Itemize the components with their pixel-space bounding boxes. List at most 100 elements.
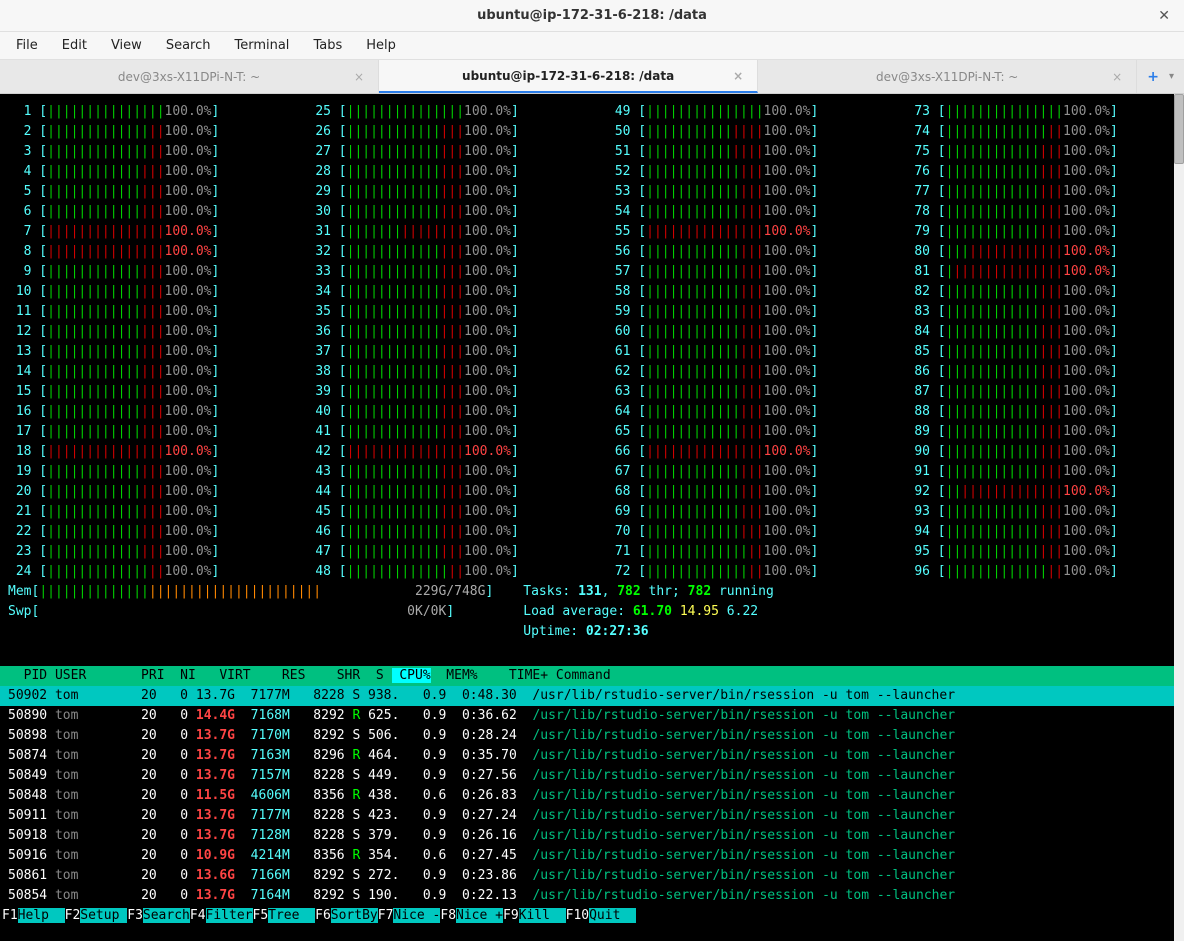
tab-0[interactable]: dev@3xs-X11DPi-N-T: ~ × (0, 60, 379, 93)
cpu-meter-2: 2 [|||||||||||||||100.0%] (8, 122, 278, 142)
cpu-meter-96: 96 [|||||||||||||||100.0%] (907, 562, 1177, 582)
cpu-meter-16: 16 [|||||||||||||||100.0%] (8, 402, 278, 422)
process-row[interactable]: 50848 tom 20 0 11.5G 4606M 8356 R 438. 0… (0, 786, 1184, 806)
cpu-meter-73: 73 [|||||||||||||||100.0%] (907, 102, 1177, 122)
cpu-meter-71: 71 [|||||||||||||||100.0%] (607, 542, 877, 562)
tab-actions: +▾ (1137, 60, 1184, 93)
menu-item-search[interactable]: Search (156, 34, 221, 57)
tab-label: ubuntu@ip-172-31-6-218: /data (462, 69, 674, 83)
process-row[interactable]: 50854 tom 20 0 13.7G 7164M 8292 S 190. 0… (0, 886, 1184, 906)
tab-close-icon[interactable]: × (354, 70, 364, 84)
cpu-meter-41: 41 [|||||||||||||||100.0%] (308, 422, 578, 442)
process-row[interactable]: 50861 tom 20 0 13.6G 7166M 8292 S 272. 0… (0, 866, 1184, 886)
terminal-scrollbar[interactable] (1174, 94, 1184, 941)
cpu-meters: 1 [|||||||||||||||100.0%]2 [||||||||||||… (0, 94, 1184, 582)
cpu-meter-37: 37 [|||||||||||||||100.0%] (308, 342, 578, 362)
cpu-meter-59: 59 [|||||||||||||||100.0%] (607, 302, 877, 322)
new-tab-icon[interactable]: + (1147, 69, 1159, 85)
terminal[interactable]: 1 [|||||||||||||||100.0%]2 [||||||||||||… (0, 94, 1184, 941)
cpu-meter-4: 4 [|||||||||||||||100.0%] (8, 162, 278, 182)
cpu-meter-38: 38 [|||||||||||||||100.0%] (308, 362, 578, 382)
cpu-meter-43: 43 [|||||||||||||||100.0%] (308, 462, 578, 482)
cpu-meter-1: 1 [|||||||||||||||100.0%] (8, 102, 278, 122)
tab-1[interactable]: ubuntu@ip-172-31-6-218: /data × (379, 60, 758, 93)
process-row[interactable]: 50911 tom 20 0 13.7G 7177M 8228 S 423. 0… (0, 806, 1184, 826)
menu-item-view[interactable]: View (101, 34, 152, 57)
process-row[interactable]: 50874 tom 20 0 13.7G 7163M 8296 R 464. 0… (0, 746, 1184, 766)
tab-label: dev@3xs-X11DPi-N-T: ~ (876, 70, 1018, 84)
tab-dropdown-icon[interactable]: ▾ (1169, 71, 1174, 82)
cpu-meter-34: 34 [|||||||||||||||100.0%] (308, 282, 578, 302)
cpu-meter-22: 22 [|||||||||||||||100.0%] (8, 522, 278, 542)
cpu-meter-44: 44 [|||||||||||||||100.0%] (308, 482, 578, 502)
process-row[interactable]: 50902 tom 20 0 13.7G 7177M 8228 S 938. 0… (0, 686, 1184, 706)
menu-item-terminal[interactable]: Terminal (224, 34, 299, 57)
cpu-meter-79: 79 [|||||||||||||||100.0%] (907, 222, 1177, 242)
cpu-meter-63: 63 [|||||||||||||||100.0%] (607, 382, 877, 402)
cpu-meter-5: 5 [|||||||||||||||100.0%] (8, 182, 278, 202)
cpu-meter-14: 14 [|||||||||||||||100.0%] (8, 362, 278, 382)
tab-close-icon[interactable]: × (733, 69, 743, 83)
process-row[interactable]: 50916 tom 20 0 10.9G 4214M 8356 R 354. 0… (0, 846, 1184, 866)
cpu-meter-54: 54 [|||||||||||||||100.0%] (607, 202, 877, 222)
cpu-meter-21: 21 [|||||||||||||||100.0%] (8, 502, 278, 522)
cpu-meter-36: 36 [|||||||||||||||100.0%] (308, 322, 578, 342)
cpu-meter-19: 19 [|||||||||||||||100.0%] (8, 462, 278, 482)
process-row[interactable]: 50890 tom 20 0 14.4G 7168M 8292 R 625. 0… (0, 706, 1184, 726)
process-table[interactable]: 50902 tom 20 0 13.7G 7177M 8228 S 938. 0… (0, 686, 1184, 906)
process-table-header[interactable]: PID USER PRI NI VIRT RES SHR S CPU% MEM%… (0, 666, 1184, 686)
cpu-meter-78: 78 [|||||||||||||||100.0%] (907, 202, 1177, 222)
cpu-meter-84: 84 [|||||||||||||||100.0%] (907, 322, 1177, 342)
tab-label: dev@3xs-X11DPi-N-T: ~ (118, 70, 260, 84)
cpu-meter-87: 87 [|||||||||||||||100.0%] (907, 382, 1177, 402)
menu-item-file[interactable]: File (6, 34, 48, 57)
cpu-meter-18: 18 [|||||||||||||||100.0%] (8, 442, 278, 462)
load-meters: Tasks: 131, 782 thr; 782 runningLoad ave… (523, 582, 774, 642)
cpu-meter-13: 13 [|||||||||||||||100.0%] (8, 342, 278, 362)
cpu-meter-50: 50 [|||||||||||||||100.0%] (607, 122, 877, 142)
window-title: ubuntu@ip-172-31-6-218: /data (477, 8, 707, 23)
cpu-meter-49: 49 [|||||||||||||||100.0%] (607, 102, 877, 122)
cpu-meter-60: 60 [|||||||||||||||100.0%] (607, 322, 877, 342)
cpu-meter-77: 77 [|||||||||||||||100.0%] (907, 182, 1177, 202)
cpu-meter-24: 24 [|||||||||||||||100.0%] (8, 562, 278, 582)
cpu-meter-52: 52 [|||||||||||||||100.0%] (607, 162, 877, 182)
cpu-meter-65: 65 [|||||||||||||||100.0%] (607, 422, 877, 442)
cpu-meter-30: 30 [|||||||||||||||100.0%] (308, 202, 578, 222)
cpu-meter-67: 67 [|||||||||||||||100.0%] (607, 462, 877, 482)
cpu-meter-10: 10 [|||||||||||||||100.0%] (8, 282, 278, 302)
process-row[interactable]: 50898 tom 20 0 13.7G 7170M 8292 S 506. 0… (0, 726, 1184, 746)
tab-close-icon[interactable]: × (1112, 70, 1122, 84)
cpu-meter-86: 86 [|||||||||||||||100.0%] (907, 362, 1177, 382)
tab-2[interactable]: dev@3xs-X11DPi-N-T: ~ × (758, 60, 1137, 93)
function-keys-footer[interactable]: F1Help F2Setup F3SearchF4FilterF5Tree F6… (0, 906, 1184, 926)
cpu-meter-51: 51 [|||||||||||||||100.0%] (607, 142, 877, 162)
cpu-meter-74: 74 [|||||||||||||||100.0%] (907, 122, 1177, 142)
cpu-meter-17: 17 [|||||||||||||||100.0%] (8, 422, 278, 442)
cpu-meter-28: 28 [|||||||||||||||100.0%] (308, 162, 578, 182)
menu-item-help[interactable]: Help (356, 34, 406, 57)
menu-item-edit[interactable]: Edit (52, 34, 97, 57)
menu-item-tabs[interactable]: Tabs (303, 34, 352, 57)
process-row[interactable]: 50918 tom 20 0 13.7G 7128M 8228 S 379. 0… (0, 826, 1184, 846)
cpu-meter-35: 35 [|||||||||||||||100.0%] (308, 302, 578, 322)
cpu-meter-85: 85 [|||||||||||||||100.0%] (907, 342, 1177, 362)
process-row[interactable]: 50849 tom 20 0 13.7G 7157M 8228 S 449. 0… (0, 766, 1184, 786)
window-titlebar: ubuntu@ip-172-31-6-218: /data ✕ (0, 0, 1184, 32)
cpu-meter-90: 90 [|||||||||||||||100.0%] (907, 442, 1177, 462)
cpu-meter-15: 15 [|||||||||||||||100.0%] (8, 382, 278, 402)
cpu-meter-25: 25 [|||||||||||||||100.0%] (308, 102, 578, 122)
window-close-icon[interactable]: ✕ (1158, 8, 1170, 24)
cpu-meter-8: 8 [|||||||||||||||100.0%] (8, 242, 278, 262)
cpu-meter-62: 62 [|||||||||||||||100.0%] (607, 362, 877, 382)
cpu-meter-6: 6 [|||||||||||||||100.0%] (8, 202, 278, 222)
cpu-meter-33: 33 [|||||||||||||||100.0%] (308, 262, 578, 282)
cpu-meter-7: 7 [|||||||||||||||100.0%] (8, 222, 278, 242)
cpu-meter-11: 11 [|||||||||||||||100.0%] (8, 302, 278, 322)
cpu-meter-48: 48 [|||||||||||||||100.0%] (308, 562, 578, 582)
cpu-meter-42: 42 [|||||||||||||||100.0%] (308, 442, 578, 462)
cpu-meter-82: 82 [|||||||||||||||100.0%] (907, 282, 1177, 302)
tabbar: dev@3xs-X11DPi-N-T: ~×ubuntu@ip-172-31-6… (0, 60, 1184, 94)
cpu-meter-76: 76 [|||||||||||||||100.0%] (907, 162, 1177, 182)
scrollbar-thumb[interactable] (1174, 94, 1184, 164)
